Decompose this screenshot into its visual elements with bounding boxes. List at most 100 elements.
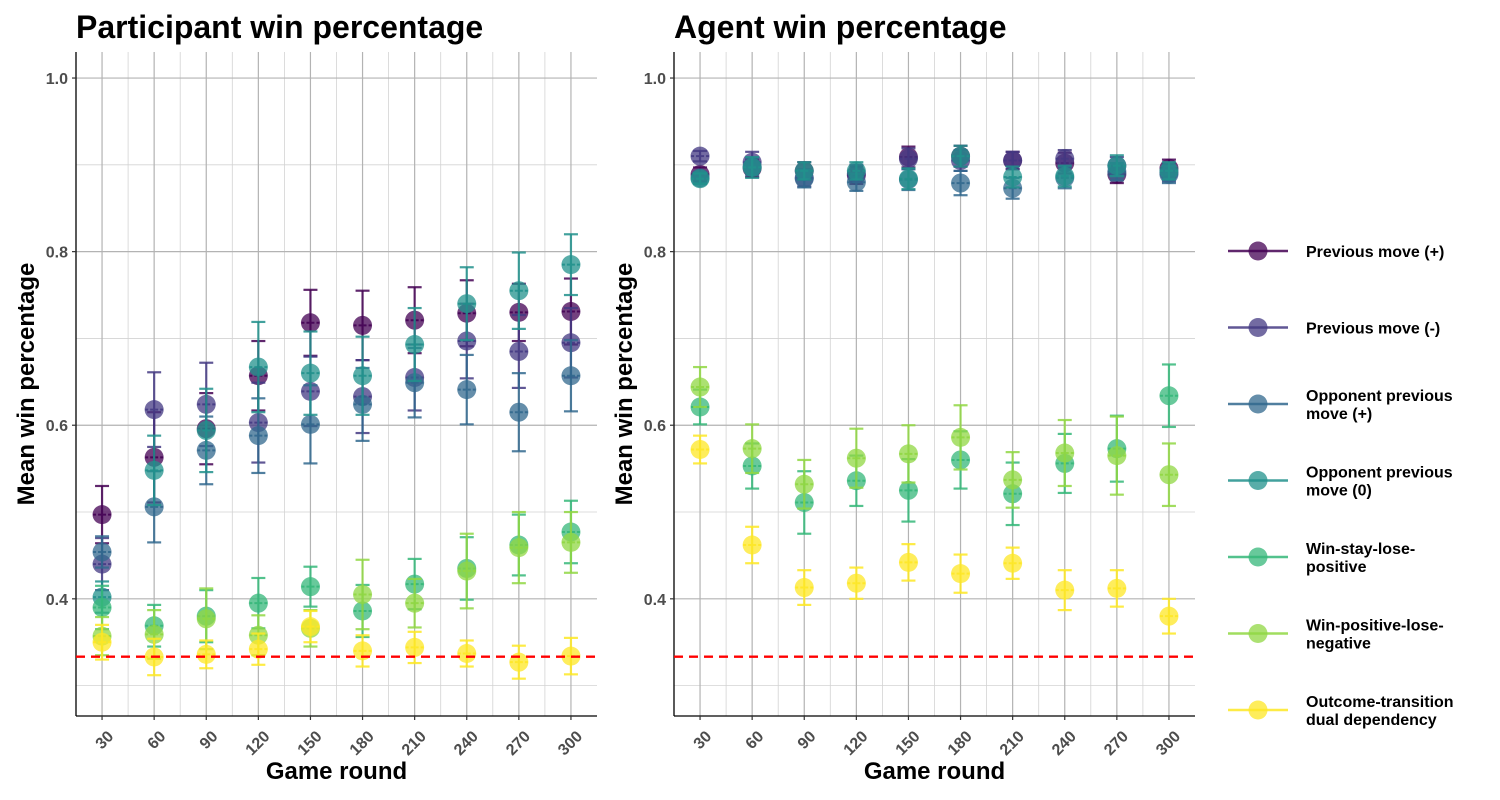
data-point: [846, 573, 866, 593]
data-point: [1107, 446, 1127, 466]
data-point: [92, 542, 112, 562]
x-tick-label: 60: [145, 728, 170, 753]
x-tick-label: 30: [691, 728, 716, 753]
x-tick-label: 90: [795, 728, 820, 753]
data-point: [196, 644, 216, 664]
data-point: [353, 584, 373, 604]
data-point: [248, 426, 268, 446]
legend-item: Previous move (+): [1228, 241, 1444, 261]
data-point: [1159, 606, 1179, 626]
legend-label: Opponent previous: [1306, 465, 1453, 482]
legend-key-point: [1248, 471, 1268, 490]
panel-title: Participant win percentage: [76, 9, 483, 45]
x-tick-label: 240: [451, 728, 482, 759]
legend-label: Win-positive-lose-: [1306, 618, 1444, 635]
data-point: [742, 535, 762, 555]
legend-key-point: [1248, 547, 1268, 567]
series-group: [690, 144, 1179, 191]
data-point: [846, 161, 866, 181]
data-point: [898, 149, 918, 169]
data-point: [1107, 578, 1127, 598]
data-point: [1003, 470, 1023, 490]
data-point: [846, 448, 866, 468]
y-axis-label: Mean win percentage: [13, 263, 40, 506]
data-point: [509, 538, 529, 558]
legend-key-point: [1248, 624, 1268, 643]
x-tick-label: 120: [841, 728, 872, 759]
data-point: [690, 146, 710, 166]
data-point: [144, 460, 164, 480]
data-point: [1055, 580, 1075, 600]
x-tick-label: 180: [945, 728, 976, 759]
x-tick-label: 210: [399, 728, 430, 759]
data-point: [248, 593, 268, 613]
x-tick-label: 270: [503, 728, 534, 759]
x-tick-label: 300: [555, 728, 586, 759]
legend-label: Outcome-transition: [1306, 694, 1454, 711]
data-point: [457, 294, 477, 314]
x-tick-label: 210: [997, 728, 1028, 759]
data-point: [690, 377, 710, 397]
legend-label: Previous move (-): [1306, 321, 1440, 338]
data-point: [1003, 553, 1023, 573]
x-axis-label: Game round: [266, 758, 407, 785]
data-point: [509, 341, 529, 361]
legend-key-point: [1248, 241, 1268, 261]
legend-item: Previous move (-): [1228, 318, 1440, 338]
legend-label: Opponent previous: [1306, 388, 1453, 405]
data-point: [794, 578, 814, 598]
x-tick-label: 270: [1101, 728, 1132, 759]
data-point: [300, 313, 320, 333]
series-group: [92, 233, 581, 614]
legend-key-point: [1248, 394, 1268, 414]
legend: Previous move (+) Previous move (-) Oppone…: [1228, 241, 1454, 729]
y-tick-label: 0.8: [46, 245, 68, 262]
data-point: [951, 427, 971, 447]
x-tick-label: 180: [347, 728, 378, 759]
x-tick-label: 300: [1153, 728, 1184, 759]
data-point: [1055, 443, 1075, 463]
data-point: [405, 637, 425, 657]
data-point: [1003, 150, 1023, 170]
data-point: [457, 380, 477, 400]
data-point: [144, 400, 164, 420]
legend-key-point: [1248, 318, 1268, 337]
data-point: [92, 632, 112, 652]
legend-label: Win-stay-lose-: [1306, 541, 1415, 558]
data-point: [898, 169, 918, 189]
x-tick-label: 90: [197, 728, 222, 753]
data-point: [196, 609, 216, 629]
data-point: [457, 561, 477, 581]
data-point: [951, 564, 971, 584]
data-point: [92, 598, 112, 618]
legend-key-point: [1248, 700, 1268, 720]
data-point: [898, 480, 918, 500]
y-tick-label: 0.4: [46, 592, 68, 609]
data-point: [561, 532, 581, 552]
data-point: [690, 440, 710, 460]
agent-panel: Agent win percentage 0.4 0.6 0.8 1.0 30 60 90 12…: [611, 9, 1195, 785]
legend-label: Previous move (+): [1306, 244, 1444, 261]
data-point: [794, 474, 814, 494]
data-point: [353, 366, 373, 386]
legend-label: positive: [1306, 559, 1367, 576]
data-point: [405, 335, 425, 355]
y-tick-label: 1.0: [644, 71, 666, 88]
data-point: [353, 315, 373, 335]
x-tick-label: 240: [1049, 728, 1080, 759]
data-point: [1055, 166, 1075, 186]
data-point: [742, 439, 762, 459]
data-point: [248, 639, 268, 659]
data-point: [405, 373, 425, 393]
data-point: [144, 497, 164, 517]
x-tick-label: 60: [743, 728, 768, 753]
x-axis-label: Game round: [864, 758, 1005, 785]
data-point: [300, 363, 320, 383]
data-point: [300, 577, 320, 597]
legend-label: dual dependency: [1306, 712, 1437, 729]
participant-panel: Participant win percentage 0.4 0.6 0.8 1.0 30…: [13, 9, 597, 785]
data-point: [951, 173, 971, 193]
data-point: [300, 414, 320, 434]
legend-item: Win-positive-lose-negative: [1228, 618, 1444, 653]
